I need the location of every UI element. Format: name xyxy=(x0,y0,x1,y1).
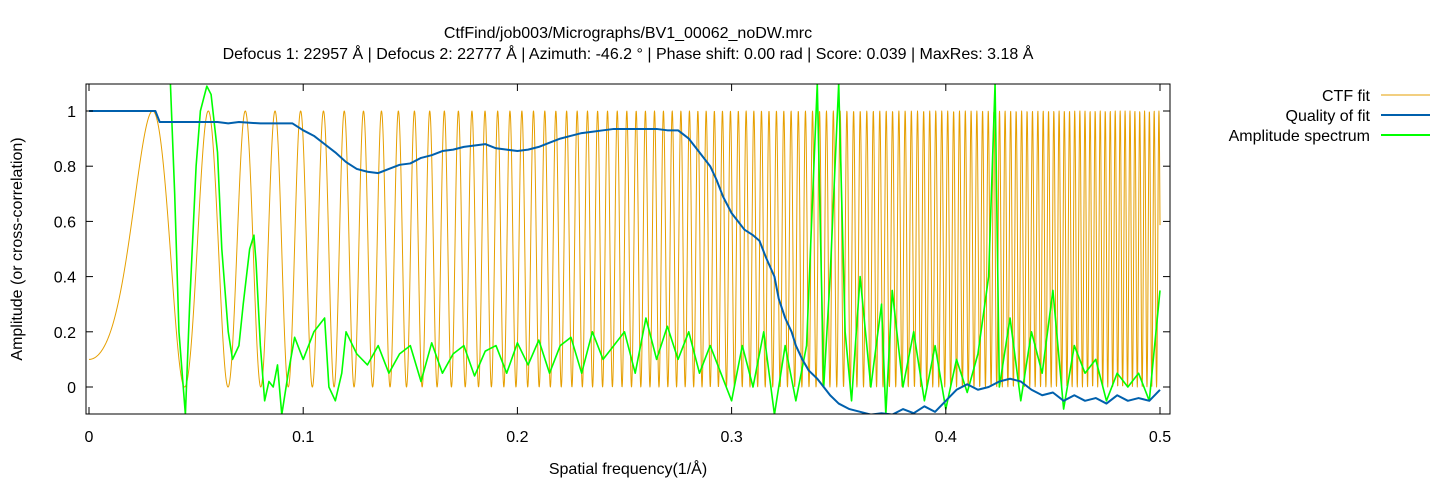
series-layer xyxy=(88,84,1161,414)
x-tick-label: 0.1 xyxy=(292,429,314,446)
chart-subtitle: Defocus 1: 22957 Å | Defocus 2: 22777 Å … xyxy=(223,44,1034,63)
y-axis-label: Amplitude (or cross-correlation) xyxy=(9,137,26,360)
x-tick-label: 0.5 xyxy=(1149,429,1171,446)
ticks-layer: 0 0.1 0.2 0.3 0.4 0.5 0 0.2 0.4 0.6 0.8 1 xyxy=(54,84,1171,446)
legend-label: Amplitude spectrum xyxy=(1229,128,1370,145)
y-tick-label: 0 xyxy=(67,380,76,397)
legend-label: Quality of fit xyxy=(1286,108,1371,125)
y-tick-label: 0.4 xyxy=(54,270,76,287)
x-axis-label: Spatial frequency(1/Å) xyxy=(549,459,707,478)
series-line-quality-of-fit xyxy=(89,110,1161,414)
y-tick-label: 1 xyxy=(67,104,76,121)
x-tick-label: 0.4 xyxy=(935,429,957,446)
x-tick-label: 0.3 xyxy=(720,429,742,446)
y-tick-label: 0.8 xyxy=(54,159,76,176)
plot-frame xyxy=(85,83,1171,415)
series-line-amplitude-spectrum xyxy=(169,84,1161,414)
x-tick-label: 0 xyxy=(85,429,94,446)
legend: CTF fit Quality of fit Amplitude spectrum xyxy=(1229,88,1430,145)
series-line-ctf-fit xyxy=(88,110,1161,388)
y-tick-label: 0.2 xyxy=(54,325,76,342)
legend-label: CTF fit xyxy=(1322,88,1371,105)
x-tick-label: 0.2 xyxy=(506,429,528,446)
y-tick-label: 0.6 xyxy=(54,214,76,231)
chart-title: CtfFind/job003/Micrographs/BV1_00062_noD… xyxy=(444,25,812,42)
